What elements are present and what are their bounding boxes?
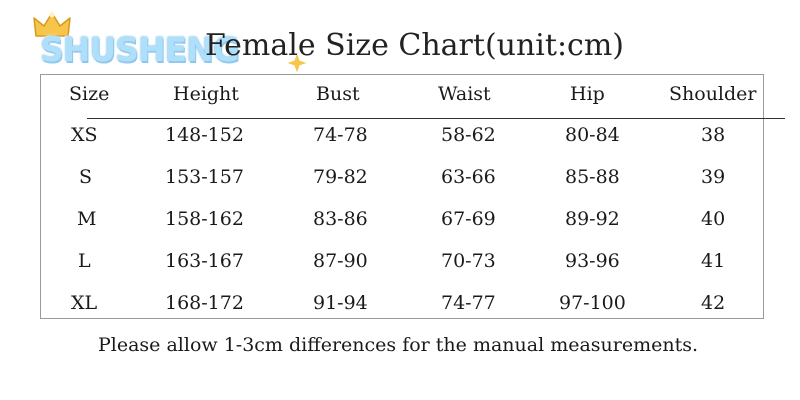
cell-waist: 70-73	[441, 250, 496, 272]
table-row: M 158-162 83-86 67-69 89-92 40	[41, 208, 763, 246]
cell-shoulder: 42	[701, 292, 726, 314]
cell-bust: 74-78	[313, 124, 368, 146]
column-header-hip: Hip	[570, 83, 605, 105]
cell-shoulder: 39	[701, 166, 726, 188]
cell-waist: 67-69	[441, 208, 496, 230]
table-row: XL 168-172 91-94 74-77 97-100 42	[41, 292, 763, 330]
cell-size: XS	[71, 124, 98, 146]
cell-height: 163-167	[165, 250, 244, 272]
column-header-shoulder: Shoulder	[669, 83, 757, 105]
column-header-waist: Waist	[438, 83, 491, 105]
cell-size: M	[77, 208, 97, 230]
brand-logo: SHUSHENG	[30, 8, 309, 78]
cell-hip: 89-92	[565, 208, 620, 230]
cell-height: 158-162	[165, 208, 244, 230]
cell-bust: 83-86	[313, 208, 368, 230]
column-header-size: Size	[69, 83, 110, 105]
column-header-bust: Bust	[316, 83, 360, 105]
table-header-row: Size Height Bust Waist Hip Shoulder	[41, 83, 763, 121]
cell-size: L	[78, 250, 91, 272]
cell-height: 148-152	[165, 124, 244, 146]
header-divider	[87, 118, 785, 119]
cell-size: XL	[71, 292, 98, 314]
cell-bust: 91-94	[313, 292, 368, 314]
cell-bust: 87-90	[313, 250, 368, 272]
cell-shoulder: 40	[701, 208, 726, 230]
cell-height: 168-172	[165, 292, 244, 314]
cell-hip: 85-88	[565, 166, 620, 188]
cell-height: 153-157	[165, 166, 244, 188]
cell-shoulder: 41	[701, 250, 726, 272]
table-row: XS 148-152 74-78 58-62 80-84 38	[41, 124, 763, 162]
cell-hip: 93-96	[565, 250, 620, 272]
measurement-note: Please allow 1-3cm differences for the m…	[98, 334, 699, 356]
cell-waist: 63-66	[441, 166, 496, 188]
cell-waist: 58-62	[441, 124, 496, 146]
table-row: S 153-157 79-82 63-66 85-88 39	[41, 166, 763, 204]
cell-hip: 97-100	[559, 292, 626, 314]
column-header-height: Height	[173, 83, 239, 105]
table-row: L 163-167 87-90 70-73 93-96 41	[41, 250, 763, 288]
logo-wordmark: SHUSHENG	[40, 30, 240, 69]
cell-shoulder: 38	[701, 124, 726, 146]
cell-size: S	[79, 166, 93, 188]
cell-waist: 74-77	[441, 292, 496, 314]
crown-icon	[33, 12, 71, 37]
size-chart-table: Size Height Bust Waist Hip Shoulder XS 1…	[40, 74, 785, 319]
cell-bust: 79-82	[313, 166, 368, 188]
page-title: Female Size Chart(unit:cm)	[205, 28, 625, 63]
cell-hip: 80-84	[565, 124, 620, 146]
